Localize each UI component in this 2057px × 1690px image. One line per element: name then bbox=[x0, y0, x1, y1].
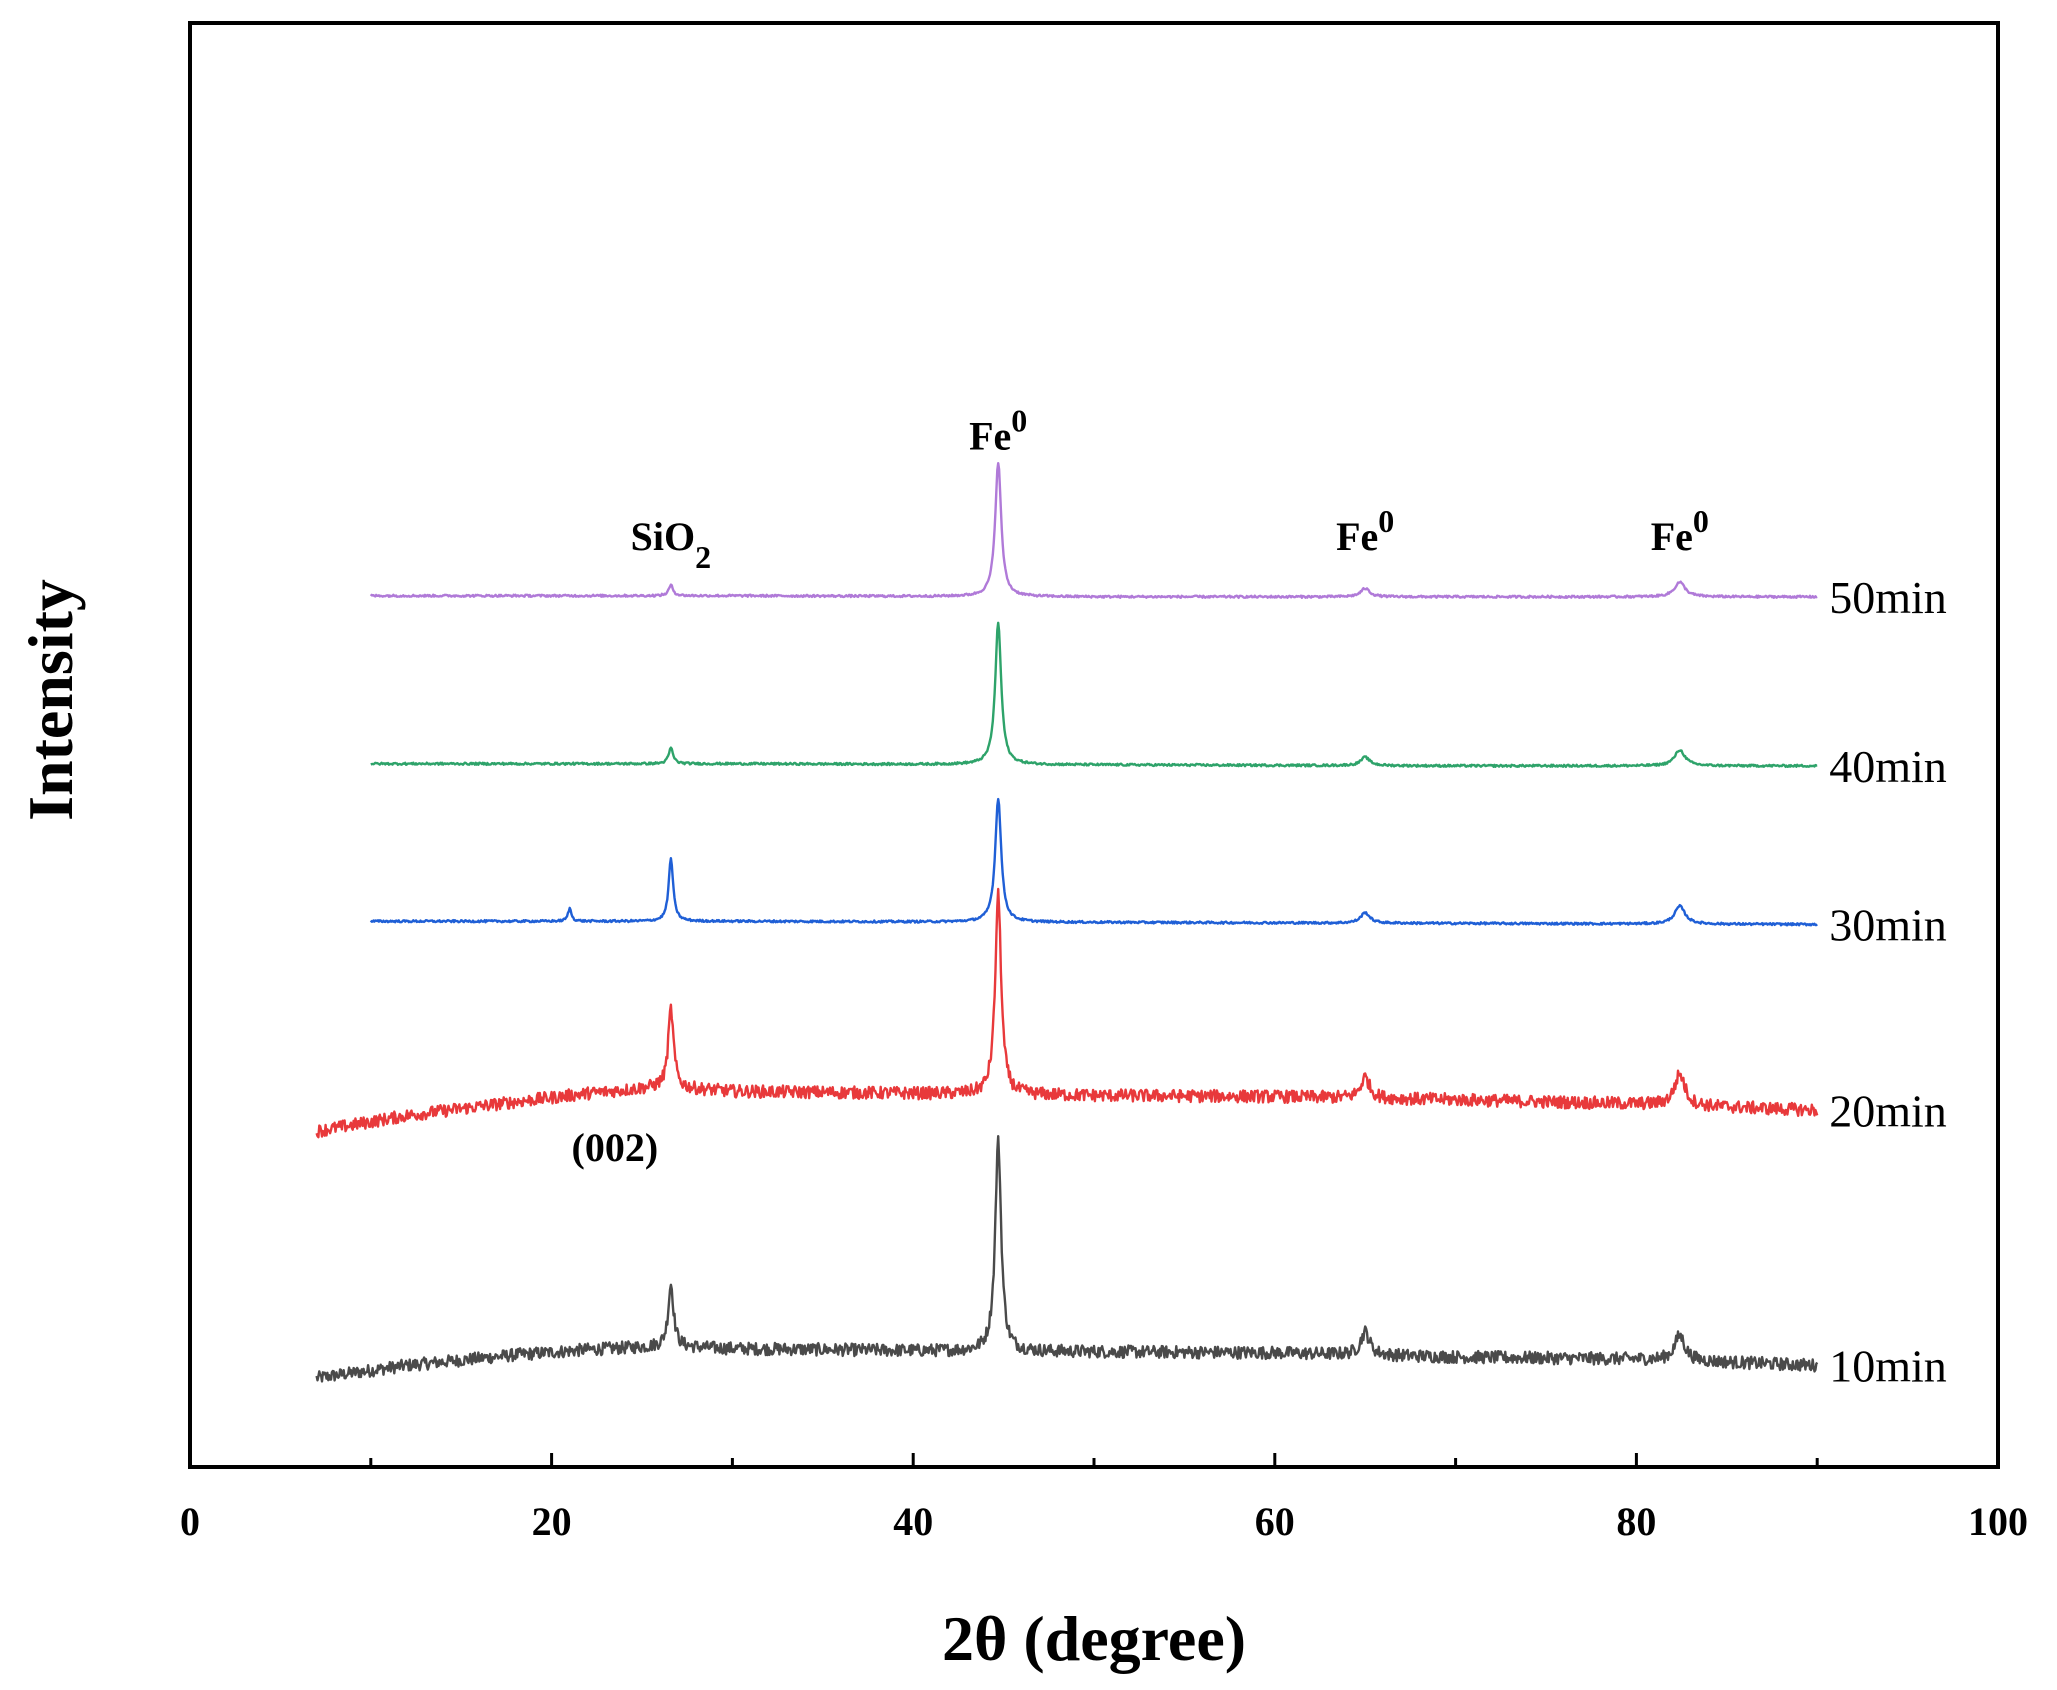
peak-annotation: Fe0 bbox=[1651, 503, 1709, 559]
peak-annotation: (002) bbox=[572, 1125, 659, 1170]
x-tick-label: 0 bbox=[180, 1499, 200, 1544]
x-tick-label: 60 bbox=[1255, 1499, 1295, 1544]
series-line-20min bbox=[315, 887, 1819, 1139]
x-tick-label: 80 bbox=[1616, 1499, 1656, 1544]
x-axis-ticks: 0 20 40 60 80 100 bbox=[180, 1453, 2028, 1544]
series-label-20min: 20min bbox=[1829, 1085, 1947, 1136]
series-line-40min bbox=[370, 621, 1818, 768]
series-label-40min: 40min bbox=[1829, 741, 1947, 792]
series-line-50min bbox=[369, 462, 1818, 599]
y-axis-title: Intensity bbox=[15, 579, 86, 821]
x-tick-label: 100 bbox=[1968, 1499, 2028, 1544]
series-label-10min: 10min bbox=[1829, 1340, 1947, 1391]
peak-annotation: SiO2 bbox=[631, 514, 711, 575]
series-label-30min: 30min bbox=[1829, 899, 1947, 950]
series-label-50min: 50min bbox=[1829, 572, 1947, 623]
peak-annotation: Fe0 bbox=[1336, 503, 1394, 559]
x-axis-title: 2θ (degree) bbox=[942, 1603, 1246, 1674]
x-tick-label: 20 bbox=[532, 1499, 572, 1544]
peak-annotation: Fe0 bbox=[969, 402, 1027, 458]
peak-annotations: SiO2 Fe0 Fe0 Fe0 (002) bbox=[572, 402, 1709, 1170]
plot-frame bbox=[188, 21, 2000, 1469]
series-line-10min bbox=[315, 1134, 1819, 1383]
series-line-30min bbox=[369, 797, 1818, 927]
series-labels: 10min 20min 30min 40min 50min bbox=[1829, 572, 1947, 1392]
series-layer bbox=[315, 462, 1819, 1383]
x-tick-label: 40 bbox=[893, 1499, 933, 1544]
